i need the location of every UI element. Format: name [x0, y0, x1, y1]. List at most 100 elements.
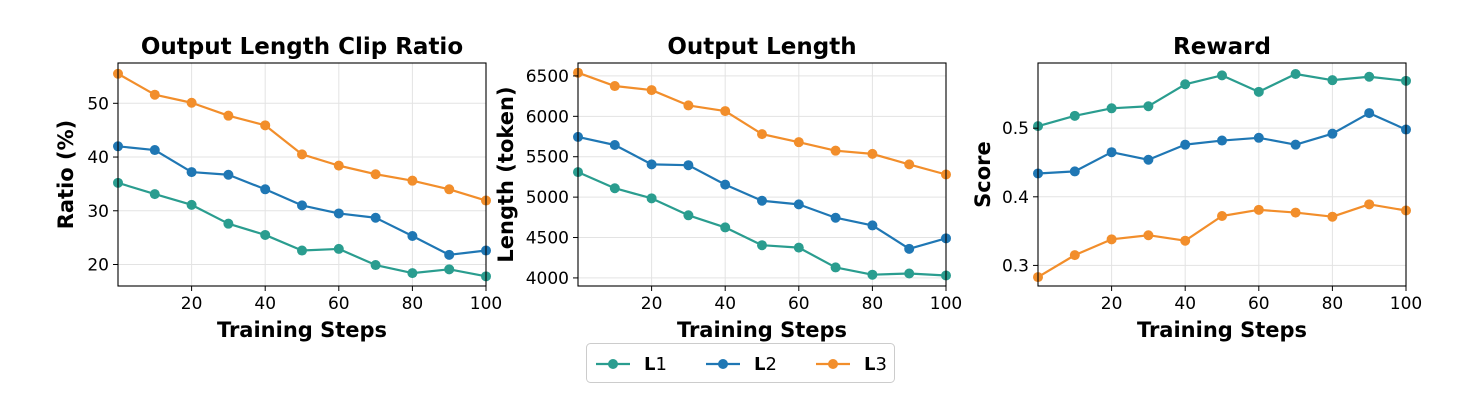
data-point [1143, 101, 1154, 112]
data-point [333, 160, 344, 171]
data-point [904, 268, 915, 279]
x-tick-label: 20 [641, 294, 663, 314]
data-point [186, 199, 197, 210]
data-point [260, 120, 271, 131]
series-line [577, 71, 947, 176]
data-point [1069, 166, 1080, 177]
chart-output-length-clip-ratio: 20 40 60 80 100 20 30 40 50 Output Length Clip Ra… [54, 34, 502, 342]
x-tick-label: 40 [254, 294, 276, 314]
x-tick-label: 100 [470, 294, 502, 314]
data-point [186, 167, 197, 178]
data-point [186, 97, 197, 108]
data-point [370, 169, 381, 180]
data-point [370, 212, 381, 223]
data-point [407, 175, 418, 186]
data-point [1364, 108, 1375, 119]
data-point [1253, 204, 1264, 215]
legend-label: L2 [754, 354, 777, 375]
x-axis-label: Training Steps [1137, 318, 1307, 342]
data-point [297, 149, 307, 160]
data-point [830, 212, 841, 223]
chart-reward: 20 40 60 80 100 0.3 0.4 0.5 Reward Training Steps… [971, 34, 1422, 342]
chart-title: Reward [1173, 34, 1271, 60]
data-point [1290, 139, 1301, 150]
plot-frame [117, 62, 487, 287]
data-point [646, 85, 657, 96]
data-point [1143, 154, 1154, 165]
y-tick-label: 0.5 [1002, 119, 1029, 139]
data-point [720, 222, 731, 233]
data-point [407, 268, 418, 279]
legend-marker [718, 359, 728, 369]
legend: L1 L2 L3 [586, 343, 895, 383]
data-point [683, 210, 694, 221]
x-tick-label: 80 [1322, 294, 1344, 314]
data-point [1143, 230, 1154, 241]
data-point [407, 231, 418, 242]
data-point [370, 260, 381, 271]
legend-box [586, 343, 895, 383]
legend-item-l2: L2 [706, 354, 777, 375]
data-point [867, 220, 878, 231]
series-l1 [113, 177, 491, 282]
x-tick-label: 40 [714, 294, 736, 314]
y-tick-label: 5500 [526, 148, 569, 168]
legend-item-l1: L1 [596, 354, 667, 375]
y-axis-label: Ratio (%) [54, 120, 78, 230]
data-point [904, 159, 915, 170]
plot-frame [577, 62, 947, 287]
data-point [830, 145, 841, 156]
y-tick-label: 5000 [526, 188, 569, 208]
data-point [1364, 71, 1375, 82]
chart-panels: 20 40 60 80 100 20 30 40 50 Output Length Clip Ra… [54, 34, 1422, 342]
data-point [683, 160, 694, 171]
y-tick-label: 50 [87, 94, 109, 114]
data-point [1253, 86, 1264, 97]
x-tick-label: 100 [1390, 294, 1422, 314]
series-l3 [573, 67, 951, 180]
series-l2 [573, 131, 951, 254]
data-point [1180, 79, 1191, 90]
data-point [757, 195, 767, 206]
data-point [1106, 147, 1117, 158]
series-l3 [113, 68, 491, 206]
x-tick-label: 60 [1248, 294, 1270, 314]
chart-title: Output Length Clip Ratio [141, 34, 463, 60]
data-point [1180, 235, 1191, 246]
series-l1 [573, 167, 951, 281]
x-tick-label: 20 [1101, 294, 1123, 314]
chart-output-length: 20 40 60 80 100 4000 4500 5000 5500 6000 6500 Outpu… [494, 34, 962, 342]
series-line [577, 171, 947, 277]
data-point [444, 249, 455, 260]
data-point [793, 242, 804, 253]
y-tick-label: 6500 [526, 67, 569, 87]
data-point [646, 159, 657, 170]
data-point [1106, 234, 1117, 245]
data-point [333, 243, 344, 254]
series-line [1037, 72, 1407, 128]
y-tick-label: 30 [87, 202, 109, 222]
y-tick-label: 40 [87, 148, 109, 168]
legend-label: L1 [644, 354, 667, 375]
data-point [333, 208, 344, 219]
data-point [1069, 250, 1080, 261]
data-point [1217, 70, 1227, 81]
data-point [260, 184, 271, 195]
data-point [683, 100, 694, 111]
x-tick-label: 40 [1174, 294, 1196, 314]
data-point [444, 184, 455, 195]
y-tick-label: 20 [87, 256, 109, 276]
data-point [1327, 128, 1338, 139]
legend-item-l3: L3 [816, 354, 887, 375]
y-tick-label: 0.4 [1002, 188, 1029, 208]
data-point [1364, 199, 1375, 210]
data-point [1327, 75, 1338, 86]
data-point [609, 81, 620, 92]
data-point [720, 106, 731, 117]
series-l2 [1033, 108, 1411, 179]
legend-label: L3 [864, 354, 887, 375]
y-tick-label: 4500 [526, 229, 569, 249]
x-tick-label: 20 [181, 294, 203, 314]
data-point [830, 262, 841, 273]
data-point [609, 140, 620, 151]
